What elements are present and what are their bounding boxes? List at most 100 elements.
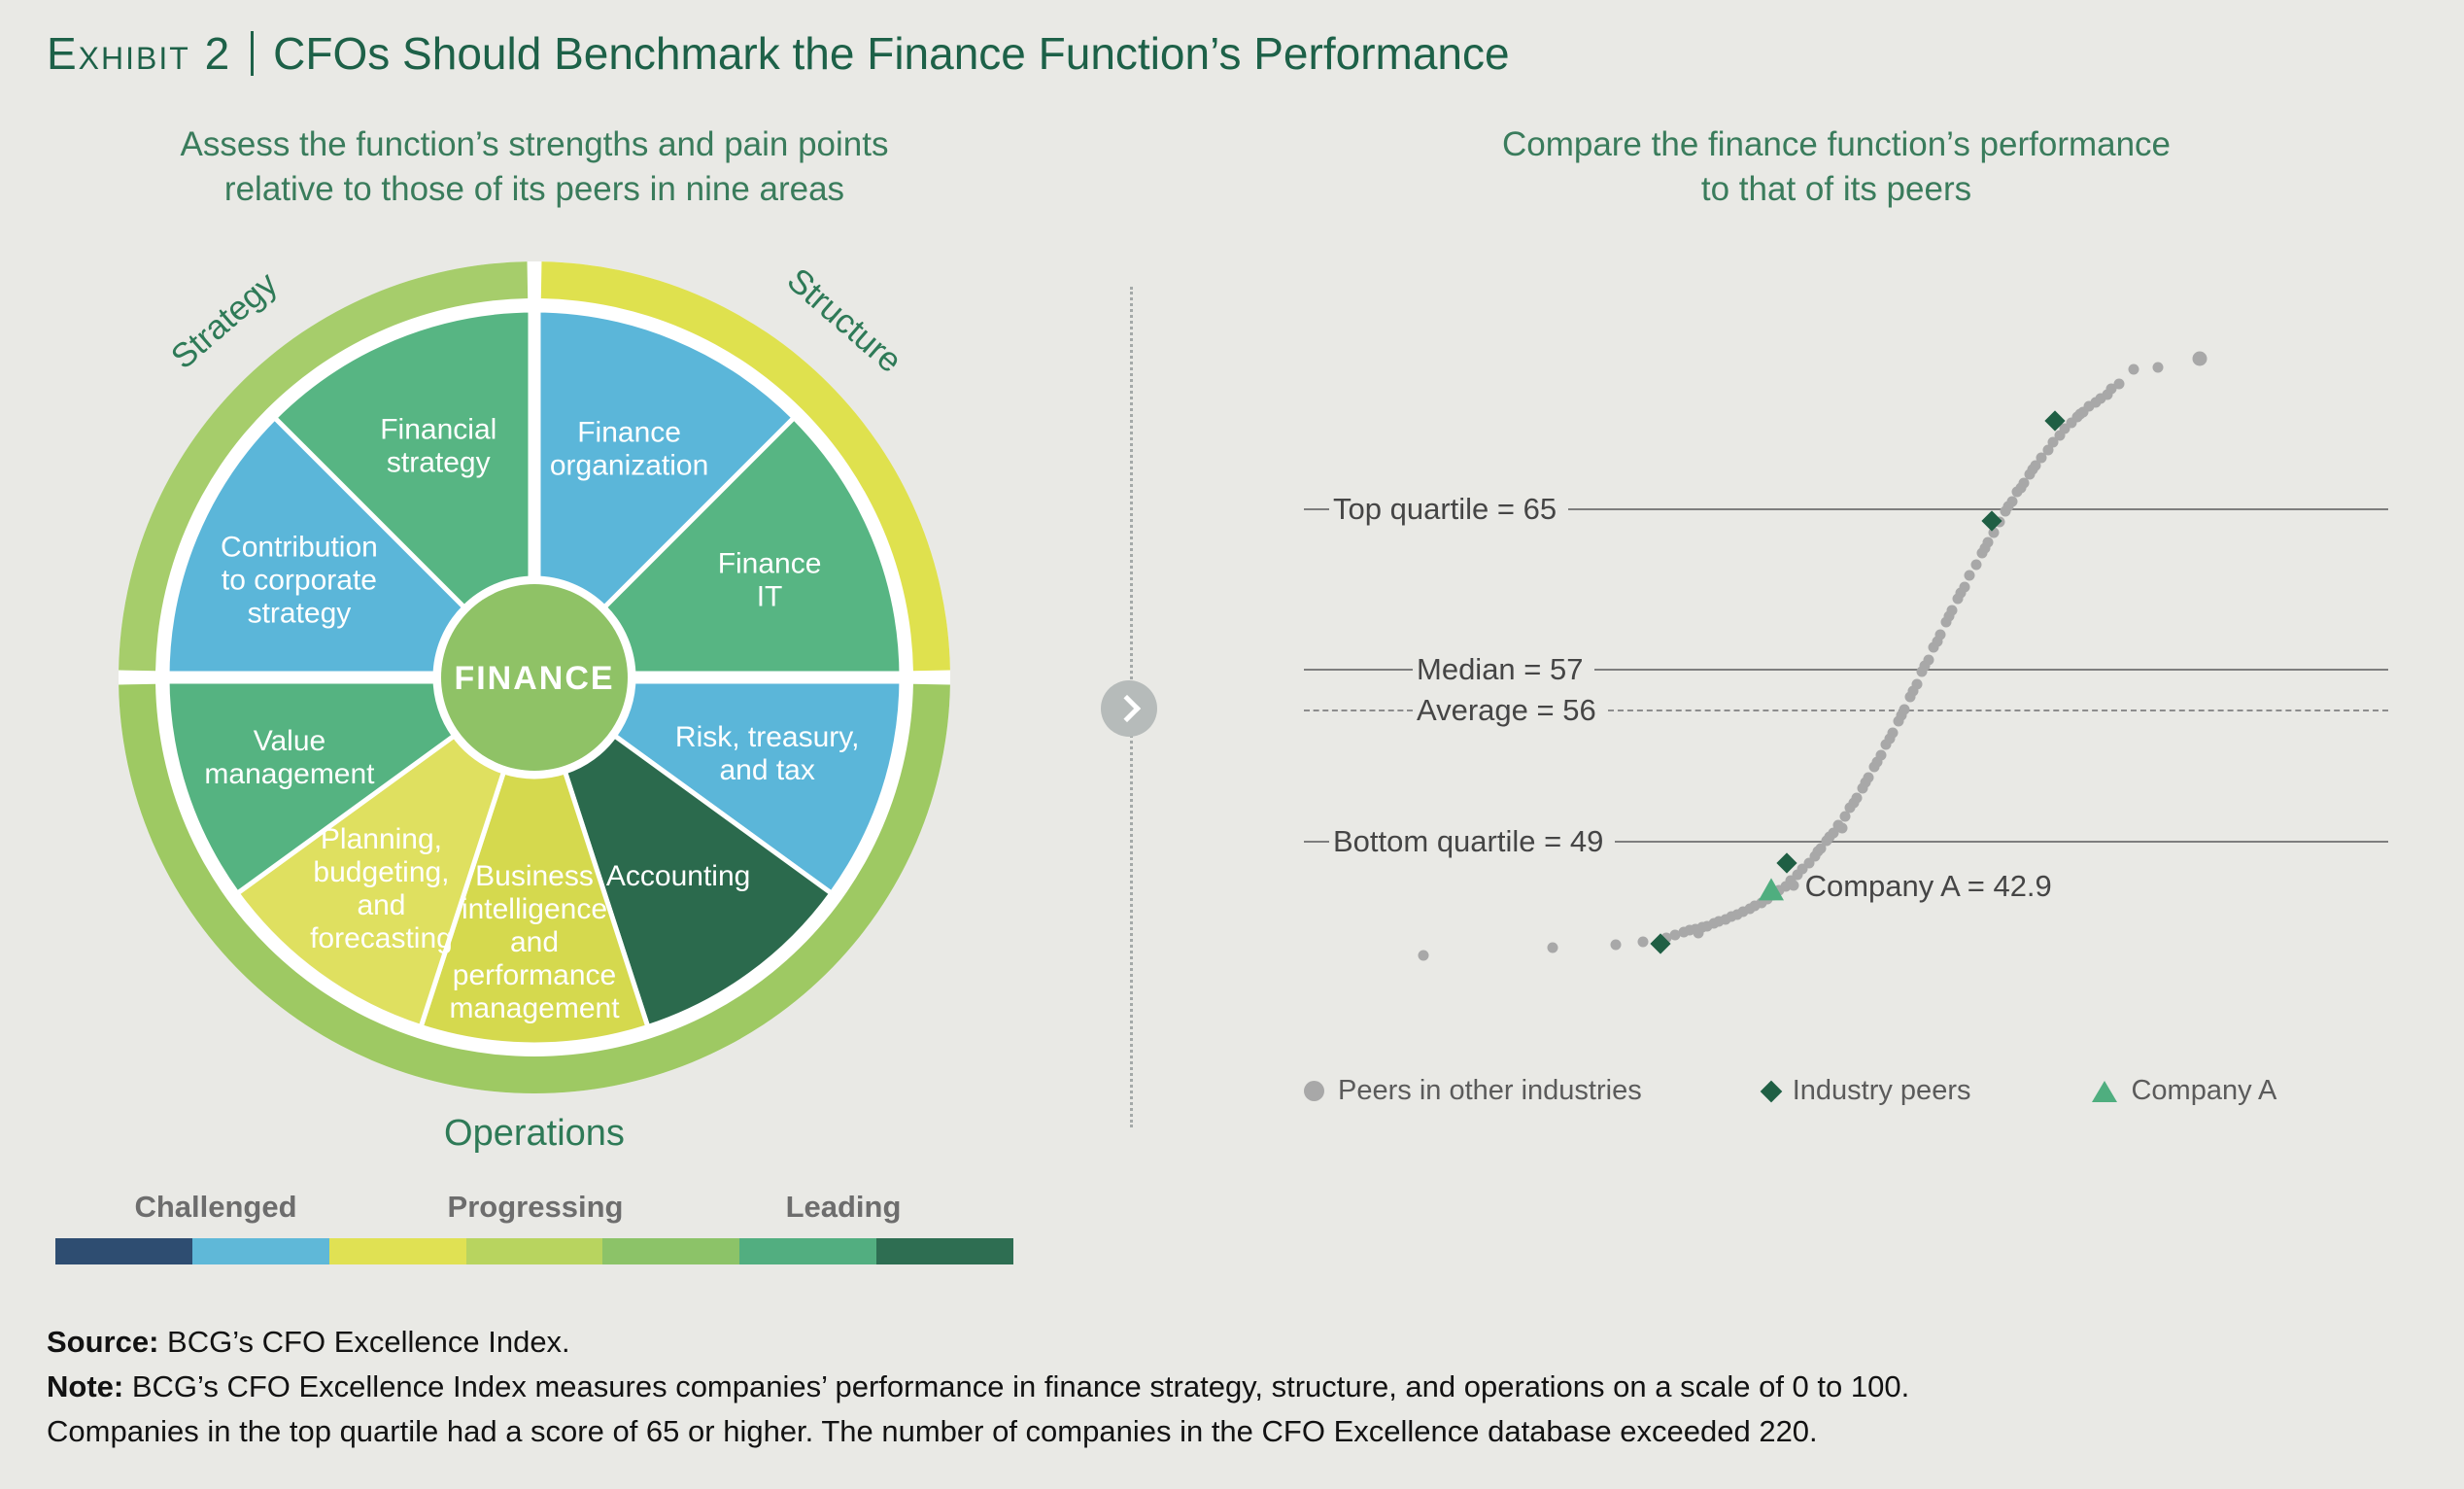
wheel-segment [600, 414, 905, 680]
wheel-segment [562, 732, 836, 1030]
company-a-label: Company A = 42.9 [1804, 868, 2052, 903]
peer-dot [2030, 460, 2041, 471]
scatter-legend: Peers in other industries Industry peers C… [1304, 1075, 2276, 1107]
wheel-segment-label: Finance organization [550, 416, 708, 481]
exhibit-title: Exhibit 2 CFOs Should Benchmark the Fina… [47, 27, 1510, 80]
maturity-label-leading: Leading [785, 1190, 902, 1224]
legend-item-triangle: Company A [2092, 1075, 2276, 1107]
peer-dot [1828, 827, 1839, 839]
peer-dot [1923, 654, 1934, 666]
peer-dot [1637, 936, 1649, 948]
reference-line: Bottom quartile = 49 [1304, 824, 2388, 859]
peer-dot [2054, 430, 2066, 441]
note-text-2: Companies in the top quartile had a scor… [47, 1414, 1818, 1448]
note-label: Note: [47, 1369, 124, 1403]
peer-dot [1979, 542, 1991, 554]
peer-dot [1803, 857, 1815, 869]
reference-line: Top quartile = 65 [1304, 492, 2388, 527]
source-label: Source: [47, 1325, 159, 1359]
peer-dot [1871, 756, 1883, 768]
peer-dot [1919, 660, 1931, 672]
peer-dot [1959, 581, 1970, 593]
peer-dot [2083, 400, 2095, 412]
wheel-outer-ring [119, 261, 529, 672]
wheel-segment [418, 768, 651, 1048]
wheel-segment-label: Finance IT [718, 548, 822, 613]
wheel-segment-label: Financial strategy [380, 414, 496, 479]
wheel-segment-label: Risk, treasury, and tax [675, 721, 859, 786]
reference-line: Median = 57 [1304, 652, 2388, 687]
peer-dot [1955, 587, 1967, 599]
peer-dot [1976, 547, 1987, 559]
peer-dot [1749, 900, 1761, 912]
peer-dot [2095, 393, 2106, 404]
peer-dot [1907, 685, 1919, 697]
right-panel-heading: Compare the finance function’s performan… [1409, 122, 2264, 212]
peer-dot [2059, 423, 2070, 434]
peer-dot [1720, 914, 1731, 925]
peer-dot [1701, 920, 1713, 932]
peer-dot [2000, 505, 2011, 517]
peer-dot [2128, 364, 2139, 375]
legend-label: Company A [2131, 1075, 2277, 1106]
peer-dot [1696, 921, 1708, 933]
peer-dot [1737, 906, 1749, 918]
right-heading-line1: Compare the finance function’s performan… [1501, 125, 2172, 163]
peer-dot [1839, 811, 1851, 822]
source-line: Source: BCG’s CFO Excellence Index. [47, 1320, 1909, 1365]
peer-dot [2090, 397, 2102, 408]
peer-dot [2113, 378, 2125, 390]
reference-line-rule [1607, 710, 2388, 712]
peer-dot [1684, 924, 1695, 936]
note-text: BCG’s CFO Excellence Index measures comp… [123, 1369, 1910, 1403]
wheel-segment [531, 307, 798, 611]
peer-dot [2066, 417, 2077, 429]
reference-line-label: Average = 56 [1417, 693, 1596, 728]
peer-dot [1726, 911, 1737, 922]
reference-line-label: Bottom quartile = 49 [1333, 824, 1604, 859]
page-title: CFOs Should Benchmark the Finance Functi… [273, 28, 1510, 79]
maturity-bar-segment [328, 1238, 466, 1264]
reference-line-lead [1304, 841, 1329, 844]
peer-dot [2006, 496, 2018, 507]
performance-scatter-chart: Top quartile = 65 Median = 57 Average = 56… [1304, 330, 2388, 975]
peer-dot [1678, 926, 1690, 938]
peer-dot [1932, 636, 1943, 647]
wheel-center-label: FINANCE [454, 660, 614, 697]
title-separator [251, 31, 255, 76]
peer-dot [1693, 927, 1704, 939]
peer-dot [2047, 436, 2059, 448]
peer-dot [1731, 909, 1743, 920]
peer-dot [1780, 881, 1791, 891]
reference-line-lead [1304, 710, 1413, 712]
peer-dot [1860, 777, 1871, 788]
peer-dot [1899, 704, 1910, 715]
peer-dot [1713, 916, 1725, 927]
peer-dot [1708, 918, 1720, 929]
legend-item-circle: Peers in other industries [1304, 1075, 1642, 1107]
peer-dot [1964, 570, 1975, 581]
peer-dot [1928, 641, 1939, 653]
legend-label: Peers in other industries [1338, 1075, 1642, 1106]
exhibit-number: Exhibit 2 [47, 28, 232, 79]
maturity-label-challenged: Challenged [134, 1190, 297, 1224]
peer-dot [1418, 950, 1429, 961]
maturity-bar-segment [55, 1238, 192, 1264]
finance-wheel-chart: FINANCE Finance organization Finance IT Risk,… [119, 261, 950, 1154]
peer-dot [1893, 715, 1904, 727]
peer-dot [1884, 733, 1896, 744]
peer-dot [1756, 897, 1767, 909]
peer-dot [1916, 666, 1928, 677]
chevron-glyph [1112, 694, 1141, 723]
right-heading-line2: to that of its peers [1700, 170, 1972, 209]
peer-dot [1946, 605, 1958, 616]
footer-notes: Source: BCG’s CFO Excellence Index. Note… [47, 1320, 1909, 1454]
wheel-segment [164, 414, 468, 680]
peer-dot [2105, 383, 2117, 395]
note-line-2: Companies in the top quartile had a scor… [47, 1409, 1909, 1454]
company-a-marker [1758, 878, 1784, 901]
legend-item-diamond: Industry peers [1760, 1075, 1970, 1107]
peer-dot [2192, 351, 2207, 365]
peer-dot [2036, 452, 2047, 464]
